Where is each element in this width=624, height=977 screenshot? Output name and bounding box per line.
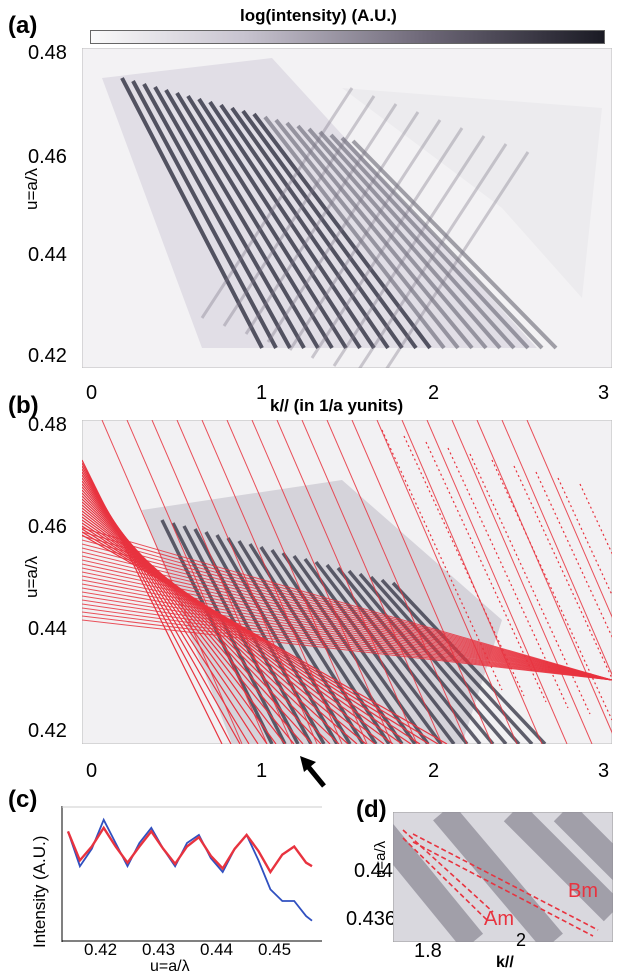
panel-c-plot (60, 806, 322, 942)
panel-c-xtick: 0.45 (258, 940, 291, 960)
arrow-icon (296, 752, 330, 792)
panel-b-xtick: 3 (598, 760, 609, 783)
panel-b-xtick: 2 (428, 760, 439, 783)
panel-b-ytick: 0.46 (28, 516, 67, 539)
panel-a-xtick: 1 (256, 382, 267, 405)
panel-d-label: (d) (356, 796, 387, 824)
panel-a-xtick: 2 (428, 382, 439, 405)
panel-a-xlabel: k// (in 1/a yunits) (270, 396, 403, 416)
panel-d-ytick: 0.436 (346, 908, 396, 931)
measured-series (68, 820, 312, 921)
panel-a-ytick: 0.48 (28, 42, 67, 65)
panel-a-plot (82, 48, 612, 368)
panel-a-ytick: 0.46 (28, 146, 67, 169)
panel-d-xlabel: k// (496, 954, 514, 972)
panel-c-label: (c) (8, 786, 37, 814)
panel-d-xtick: 1.8 (414, 940, 442, 963)
panel-a-xtick: 0 (86, 382, 97, 405)
panel-b-ytick: 0.48 (28, 414, 67, 437)
panel-c-xtick: 0.42 (84, 940, 117, 960)
annotation-bm: Bm (568, 880, 598, 903)
colorbar-label: log(intensity) (A.U.) (240, 6, 397, 26)
panel-a-label: (a) (8, 12, 37, 40)
panel-a-ytick: 0.42 (28, 345, 67, 368)
panel-b-ytick: 0.44 (28, 618, 67, 641)
fit-series (68, 828, 312, 872)
panel-c-xtick: 0.43 (142, 940, 175, 960)
annotation-am: Am (484, 908, 514, 931)
panel-c-xtick: 0.44 (200, 940, 233, 960)
panel-a-ylabel: u=a/λ (22, 168, 42, 210)
panel-b-ytick: 0.42 (28, 720, 67, 743)
panel-c-xlabel: u=a/λ (150, 958, 190, 976)
panel-c-ylabel: Intensity (A.U.) (30, 836, 50, 948)
panel-b-plot (82, 420, 612, 744)
panel-d-ytick: 0.44 (354, 860, 393, 883)
panel-b-xtick: 1 (256, 760, 267, 783)
panel-a-ytick: 0.44 (28, 244, 67, 267)
panel-d-xtick: 2 (516, 930, 526, 951)
panel-b-ylabel: u=a/λ (22, 556, 42, 598)
panel-a-xtick: 3 (598, 382, 609, 405)
colorbar (90, 30, 605, 44)
panel-b-xtick: 0 (86, 760, 97, 783)
